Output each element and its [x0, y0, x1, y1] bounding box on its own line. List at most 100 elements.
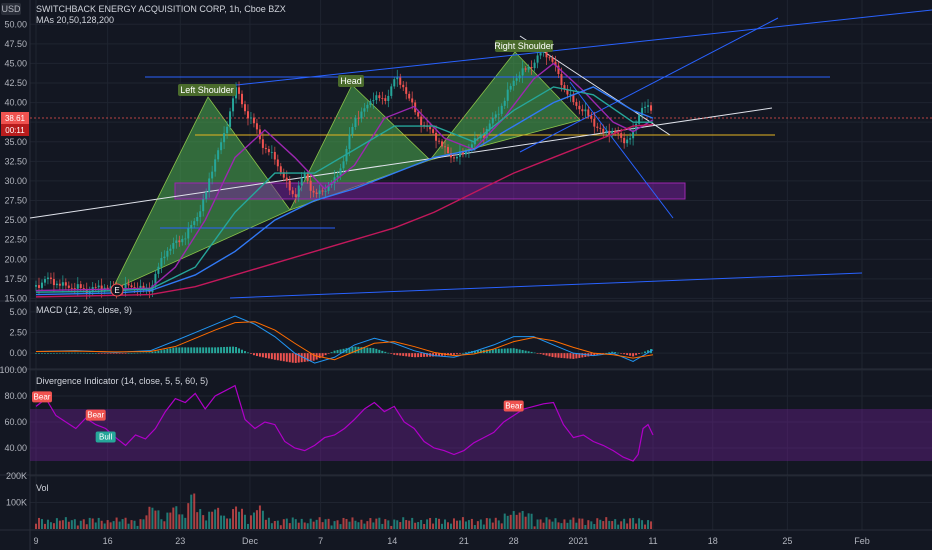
- volume-bar: [103, 523, 106, 529]
- macd-histogram-bar: [151, 351, 154, 354]
- candle-body: [429, 126, 432, 130]
- candle-body: [130, 285, 133, 288]
- volume-bar: [336, 520, 339, 529]
- macd-histogram-bar: [267, 353, 270, 359]
- candle-body: [202, 199, 205, 212]
- candle-body: [375, 95, 378, 101]
- divergence-title[interactable]: Divergence Indicator (14, close, 5, 5, 6…: [36, 376, 208, 386]
- earnings-marker[interactable]: E: [110, 283, 124, 297]
- x-axis: 9 16 23 Dec 7 14 21 28 2021 11 18 25 Feb: [33, 536, 869, 546]
- macd-histogram-bar: [542, 353, 545, 355]
- volume-bar: [264, 519, 267, 529]
- macd-histogram-bar: [605, 352, 608, 354]
- volume-bar: [318, 517, 321, 529]
- macd-histogram-bar: [432, 353, 435, 357]
- volume-bar: [267, 517, 270, 529]
- y-tick-label: 42.50: [4, 78, 27, 88]
- volume-bar: [312, 521, 315, 529]
- candle-body: [208, 178, 211, 192]
- y-tick-label: 17.50: [4, 274, 27, 284]
- volume-bar: [602, 521, 605, 529]
- candle-body: [369, 101, 372, 105]
- volume-bar: [617, 524, 620, 529]
- macd-histogram-bar: [157, 350, 160, 354]
- signal-badge-text: Bull: [99, 433, 113, 442]
- candle-body: [175, 240, 178, 243]
- candle-body: [551, 57, 554, 62]
- volume-bar: [133, 520, 136, 529]
- volume-bar: [199, 509, 202, 529]
- volume-bar: [297, 522, 300, 529]
- volume-bar: [178, 514, 181, 529]
- volume-panel: [35, 493, 653, 529]
- macd-title[interactable]: MACD (12, 26, close, 9): [36, 305, 132, 315]
- candle-body: [324, 190, 327, 192]
- candle-body: [163, 256, 166, 259]
- volume-bar: [52, 523, 55, 529]
- candle-body: [109, 286, 112, 288]
- macd-histogram-bar: [61, 352, 64, 354]
- volume-bar: [258, 505, 261, 529]
- candle-body: [238, 87, 241, 94]
- macd-histogram-bar: [232, 346, 235, 354]
- symbol-title[interactable]: SWITCHBACK ENERGY ACQUISITION CORP, 1h, …: [36, 4, 286, 14]
- volume-bar: [584, 525, 587, 529]
- candle-body: [321, 190, 324, 192]
- candle-body: [533, 62, 536, 69]
- candle-body: [270, 151, 273, 153]
- candle-body: [351, 127, 354, 135]
- volume-bar: [473, 525, 476, 529]
- volume-bar: [345, 519, 348, 529]
- volume-bar: [399, 522, 402, 529]
- volume-bar: [578, 518, 581, 529]
- volume-bar: [127, 523, 130, 529]
- macd-histogram-bar: [55, 352, 58, 354]
- ma128-line: [35, 86, 654, 296]
- macd-histogram-bar: [43, 353, 46, 354]
- macd-histogram-bar: [46, 353, 49, 354]
- volume-bar: [40, 519, 43, 529]
- volume-bar: [241, 508, 244, 529]
- macd-histogram-bar: [297, 353, 300, 363]
- y-tick-label: 100.00: [0, 365, 27, 375]
- candle-body: [55, 283, 58, 286]
- macd-histogram-bar: [106, 353, 109, 354]
- candle-body: [384, 98, 387, 101]
- ma-legend[interactable]: MAs 20,50,128,200: [36, 15, 114, 25]
- volume-bar: [420, 519, 423, 529]
- macd-histogram-bar: [426, 353, 429, 357]
- volume-bar: [157, 510, 160, 529]
- candle-body: [46, 277, 49, 280]
- candle-body: [154, 273, 157, 286]
- volume-title[interactable]: Vol: [36, 483, 49, 493]
- macd-histogram-bar: [85, 352, 88, 354]
- candle-body: [73, 288, 76, 289]
- candle-body: [190, 224, 193, 229]
- volume-bar: [115, 517, 118, 529]
- divergence-line: [35, 384, 654, 462]
- volume-bar: [503, 513, 506, 529]
- macd-histogram-bar: [647, 350, 650, 354]
- volume-bar: [560, 523, 563, 529]
- volume-bar: [85, 524, 88, 529]
- volume-bar: [214, 509, 217, 529]
- candle-body: [494, 114, 497, 118]
- macd-histogram-bar: [169, 348, 172, 354]
- macd-histogram-bar: [393, 353, 396, 355]
- volume-bar: [211, 511, 214, 529]
- candle-body: [596, 126, 599, 128]
- macd-histogram-bar: [124, 353, 127, 354]
- candle-body: [306, 173, 309, 181]
- volume-bar: [196, 512, 199, 529]
- macd-histogram-bar: [258, 353, 261, 357]
- volume-bar: [136, 525, 139, 529]
- descending-line-blue: [569, 81, 674, 219]
- volume-bar: [533, 526, 536, 529]
- candle-body: [527, 67, 530, 70]
- macd-line: [35, 315, 654, 364]
- volume-bar: [545, 517, 548, 529]
- macd-histogram-bar: [130, 352, 133, 354]
- volume-bar: [405, 520, 408, 529]
- volume-bar: [488, 518, 491, 529]
